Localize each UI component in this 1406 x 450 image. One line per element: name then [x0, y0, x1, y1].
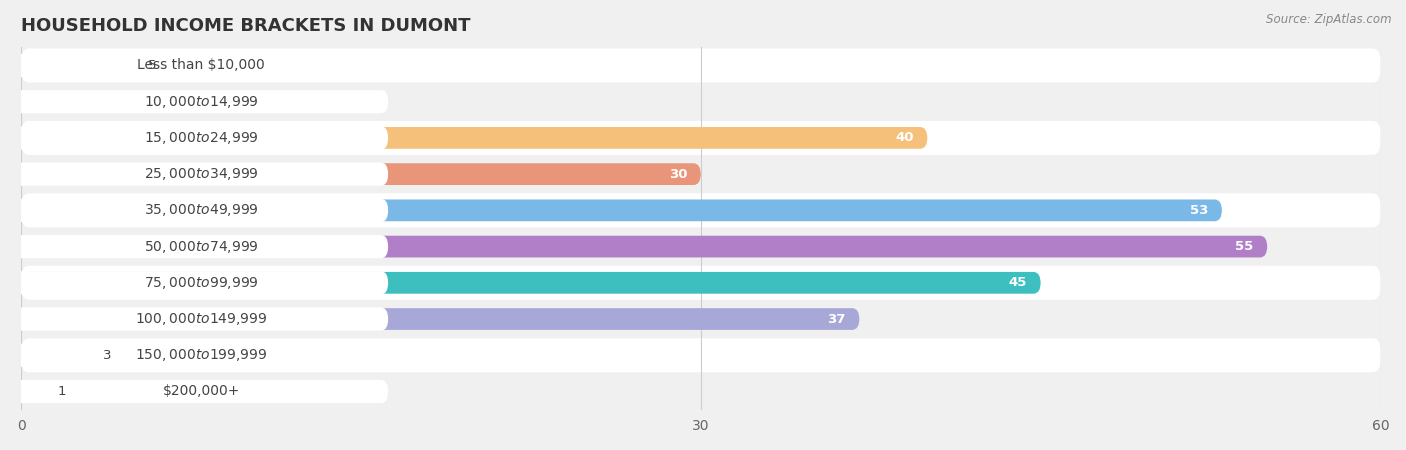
FancyBboxPatch shape: [21, 338, 1381, 372]
FancyBboxPatch shape: [14, 271, 388, 294]
Text: $15,000 to $24,999: $15,000 to $24,999: [143, 130, 259, 146]
FancyBboxPatch shape: [14, 90, 388, 113]
FancyBboxPatch shape: [21, 230, 1381, 264]
Text: Source: ZipAtlas.com: Source: ZipAtlas.com: [1267, 14, 1392, 27]
FancyBboxPatch shape: [21, 381, 44, 402]
FancyBboxPatch shape: [21, 49, 1381, 82]
FancyBboxPatch shape: [21, 157, 1381, 191]
Text: Less than $10,000: Less than $10,000: [138, 58, 266, 72]
FancyBboxPatch shape: [21, 302, 1381, 336]
Text: 40: 40: [896, 131, 914, 144]
FancyBboxPatch shape: [21, 266, 1381, 300]
FancyBboxPatch shape: [21, 236, 1267, 257]
FancyBboxPatch shape: [21, 374, 1381, 409]
Text: 5: 5: [148, 59, 156, 72]
Text: $10,000 to $14,999: $10,000 to $14,999: [143, 94, 259, 110]
Text: 53: 53: [1189, 204, 1208, 217]
FancyBboxPatch shape: [21, 199, 1222, 221]
FancyBboxPatch shape: [14, 307, 388, 331]
FancyBboxPatch shape: [14, 126, 388, 149]
FancyBboxPatch shape: [21, 272, 1040, 294]
Text: $35,000 to $49,999: $35,000 to $49,999: [143, 202, 259, 218]
Text: 16: 16: [352, 95, 370, 108]
Text: $50,000 to $74,999: $50,000 to $74,999: [143, 238, 259, 255]
FancyBboxPatch shape: [14, 344, 388, 367]
FancyBboxPatch shape: [21, 344, 89, 366]
Text: HOUSEHOLD INCOME BRACKETS IN DUMONT: HOUSEHOLD INCOME BRACKETS IN DUMONT: [21, 17, 471, 35]
FancyBboxPatch shape: [21, 54, 135, 76]
Text: $100,000 to $149,999: $100,000 to $149,999: [135, 311, 267, 327]
Text: 1: 1: [58, 385, 66, 398]
Text: 37: 37: [827, 313, 846, 325]
FancyBboxPatch shape: [14, 235, 388, 258]
FancyBboxPatch shape: [21, 85, 1381, 119]
FancyBboxPatch shape: [21, 163, 700, 185]
FancyBboxPatch shape: [14, 380, 388, 403]
FancyBboxPatch shape: [21, 121, 1381, 155]
FancyBboxPatch shape: [21, 194, 1381, 227]
Text: 45: 45: [1008, 276, 1026, 289]
Text: $200,000+: $200,000+: [163, 384, 240, 399]
Text: 3: 3: [103, 349, 111, 362]
Text: $75,000 to $99,999: $75,000 to $99,999: [143, 275, 259, 291]
FancyBboxPatch shape: [14, 162, 388, 186]
Text: $25,000 to $34,999: $25,000 to $34,999: [143, 166, 259, 182]
FancyBboxPatch shape: [14, 54, 388, 77]
FancyBboxPatch shape: [21, 127, 928, 149]
Text: $150,000 to $199,999: $150,000 to $199,999: [135, 347, 267, 363]
FancyBboxPatch shape: [21, 91, 384, 112]
Text: 55: 55: [1236, 240, 1254, 253]
FancyBboxPatch shape: [14, 199, 388, 222]
Text: 30: 30: [669, 168, 688, 180]
FancyBboxPatch shape: [21, 308, 859, 330]
